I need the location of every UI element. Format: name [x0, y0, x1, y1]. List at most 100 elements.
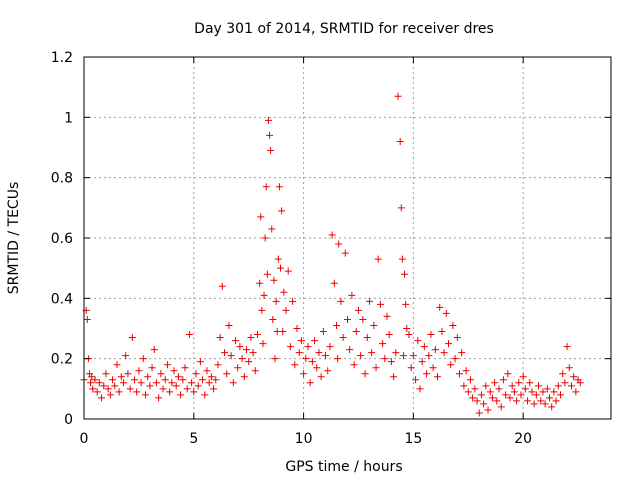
data-point [291, 361, 299, 369]
data-point [247, 334, 255, 342]
data-point [192, 370, 200, 378]
data-point [218, 282, 226, 290]
data-point [275, 183, 283, 191]
data-point [89, 385, 97, 393]
data-point [532, 391, 540, 399]
data-point [297, 337, 305, 345]
data-point [399, 352, 407, 360]
data-point [91, 376, 99, 384]
data-point [122, 352, 130, 360]
data-point [458, 349, 466, 357]
data-point [447, 361, 455, 369]
data-point [546, 394, 554, 402]
data-point [278, 207, 286, 215]
data-point [464, 388, 472, 396]
data-point [480, 400, 488, 408]
data-point [341, 249, 349, 257]
x-tick-label: 0 [80, 431, 89, 447]
y-tick-label: 0.6 [51, 231, 73, 247]
data-point [319, 328, 327, 336]
data-point [300, 370, 308, 378]
data-point [548, 403, 556, 411]
data-point [436, 303, 444, 311]
x-tick-label: 10 [295, 431, 313, 447]
data-point [495, 385, 503, 393]
data-point [148, 364, 156, 372]
data-point [286, 343, 294, 351]
data-point [267, 147, 275, 155]
data-point [425, 352, 433, 360]
data-point [471, 385, 479, 393]
data-point [194, 382, 202, 390]
data-point [517, 391, 525, 399]
data-point [133, 388, 141, 396]
data-point [572, 388, 580, 396]
data-point [190, 388, 198, 396]
data-point [257, 213, 265, 221]
data-point [565, 364, 573, 372]
data-point [398, 255, 406, 263]
data-point [414, 337, 422, 345]
data-point [117, 373, 125, 381]
data-point [469, 394, 477, 402]
data-point [559, 370, 567, 378]
data-point [499, 376, 507, 384]
data-point [403, 325, 411, 332]
data-point [139, 355, 147, 363]
data-point [196, 358, 204, 366]
data-point [488, 394, 496, 402]
data-points [80, 92, 584, 417]
data-point [216, 334, 224, 342]
axis-ticks: 0 0.2 0.4 0.6 0.8 1 1.2 0 5 10 15 20 [51, 50, 611, 447]
data-point [383, 312, 391, 320]
data-point [106, 391, 114, 399]
data-point [155, 394, 163, 402]
data-point [365, 297, 373, 305]
data-point [434, 373, 442, 381]
data-point [521, 385, 529, 393]
data-point [519, 373, 527, 381]
y-axis-label: SRMTID / TECUs [6, 182, 22, 295]
data-point [324, 367, 332, 375]
data-point [317, 373, 325, 381]
data-point [333, 321, 341, 329]
data-point [510, 388, 518, 396]
data-point [234, 364, 242, 372]
data-point [453, 334, 461, 342]
data-point [166, 388, 174, 396]
data-point [277, 264, 285, 272]
data-point [150, 346, 158, 354]
data-point [504, 370, 512, 378]
data-point [567, 382, 575, 390]
data-point [313, 364, 321, 372]
chart-title: Day 301 of 2014, SRMTID for receiver dre… [194, 21, 494, 37]
data-point [128, 334, 136, 342]
y-tick-label: 1.2 [51, 50, 73, 66]
data-point [541, 400, 549, 408]
data-point [258, 306, 266, 314]
data-point [335, 240, 343, 248]
data-point [539, 388, 547, 396]
data-point [251, 367, 259, 375]
data-point [236, 343, 244, 351]
data-point [526, 379, 534, 387]
data-point [475, 409, 483, 417]
data-point [561, 379, 569, 387]
data-point [266, 131, 274, 139]
data-point [322, 352, 330, 360]
data-point [401, 270, 409, 278]
data-point [350, 361, 358, 369]
data-point [493, 397, 501, 405]
data-point [508, 382, 516, 390]
data-point [556, 391, 564, 399]
data-point [141, 391, 149, 399]
data-point [445, 340, 453, 348]
data-point [261, 234, 269, 242]
data-point [120, 379, 128, 387]
data-point [144, 373, 152, 381]
data-point [381, 355, 389, 363]
data-point [405, 331, 413, 339]
data-point [418, 358, 426, 366]
data-point [240, 373, 248, 381]
data-point [328, 231, 336, 239]
